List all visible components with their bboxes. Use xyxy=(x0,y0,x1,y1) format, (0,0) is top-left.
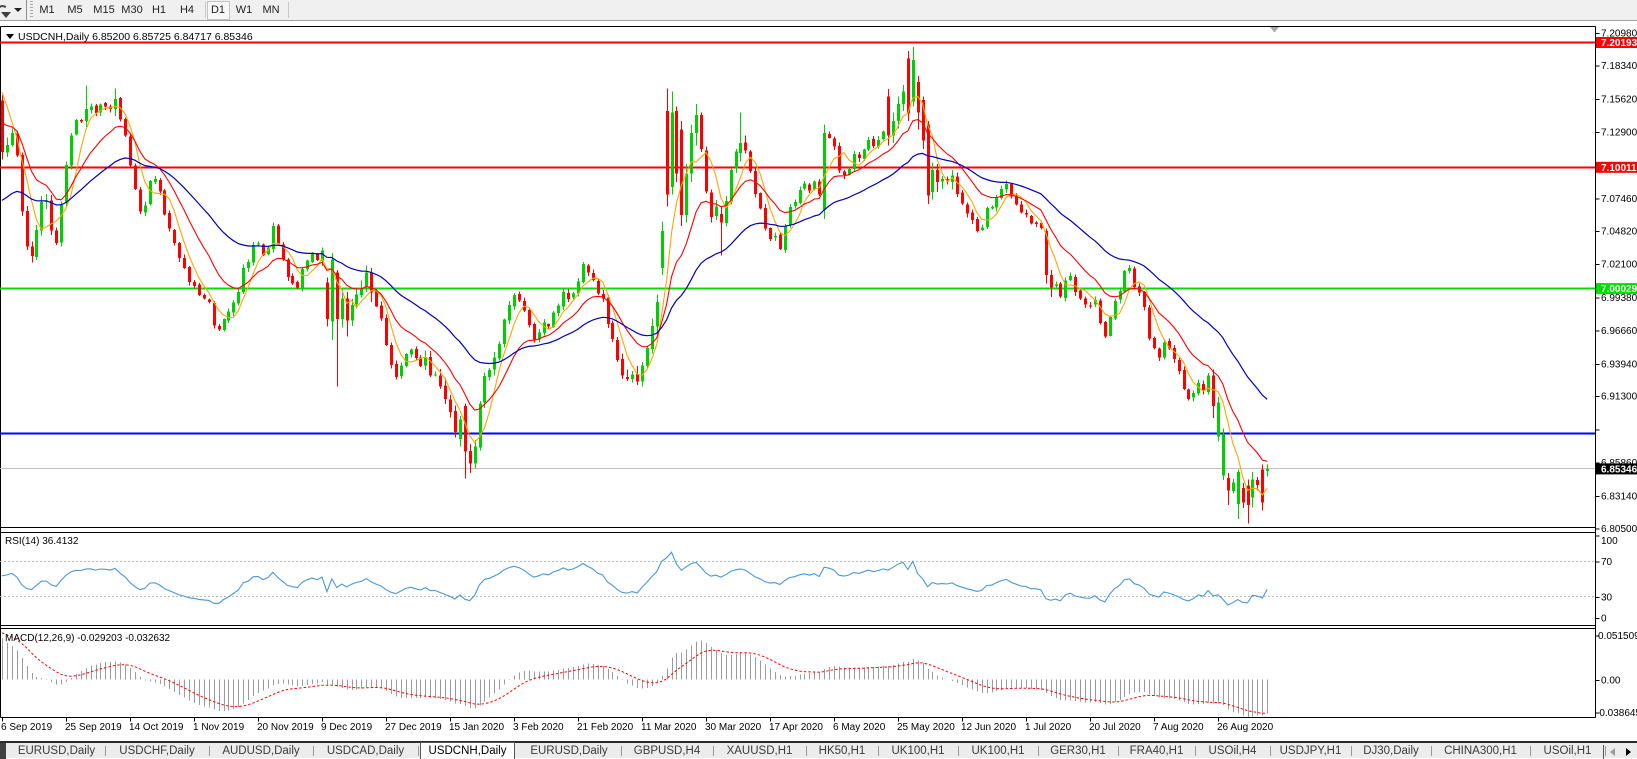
svg-text:RSI(14) 36.4132: RSI(14) 36.4132 xyxy=(5,536,79,547)
svg-text:0.051509: 0.051509 xyxy=(1598,631,1637,642)
svg-text:7.15620: 7.15620 xyxy=(1601,94,1637,105)
svg-text:17 Apr 2020: 17 Apr 2020 xyxy=(769,722,823,733)
svg-text:7.18340: 7.18340 xyxy=(1601,61,1637,72)
svg-text:0.00: 0.00 xyxy=(1601,675,1621,686)
svg-text:11 Mar 2020: 11 Mar 2020 xyxy=(641,722,697,733)
svg-text:USDCNH,Daily 6.85200 6.85725: USDCNH,Daily 6.85200 6.85725 6.84717 6.8… xyxy=(18,31,253,43)
svg-text:14 Oct 2019: 14 Oct 2019 xyxy=(129,722,184,733)
svg-text:30 Mar 2020: 30 Mar 2020 xyxy=(705,722,762,733)
svg-text:6.93940: 6.93940 xyxy=(1601,359,1637,370)
svg-text:25 Sep 2019: 25 Sep 2019 xyxy=(65,722,122,733)
svg-text:26 Aug 2020: 26 Aug 2020 xyxy=(1217,722,1274,733)
svg-text:6.99380: 6.99380 xyxy=(1601,293,1637,304)
svg-text:1 Jul 2020: 1 Jul 2020 xyxy=(1025,722,1072,733)
svg-text:15 Jan 2020: 15 Jan 2020 xyxy=(449,722,504,733)
svg-text:6 Sep 2019: 6 Sep 2019 xyxy=(1,722,53,733)
svg-text:7.04820: 7.04820 xyxy=(1601,226,1637,237)
svg-text:12 Jun 2020: 12 Jun 2020 xyxy=(961,722,1016,733)
svg-text:7.12900: 7.12900 xyxy=(1601,128,1637,139)
svg-text:3 Feb 2020: 3 Feb 2020 xyxy=(513,722,564,733)
svg-text:1 Nov 2019: 1 Nov 2019 xyxy=(193,722,245,733)
svg-text:6.96660: 6.96660 xyxy=(1601,326,1637,337)
svg-text:20 Jul 2020: 20 Jul 2020 xyxy=(1089,722,1141,733)
svg-text:21 Feb 2020: 21 Feb 2020 xyxy=(577,722,634,733)
svg-text:27 Dec 2019: 27 Dec 2019 xyxy=(385,722,442,733)
svg-text:7.00029: 7.00029 xyxy=(1601,284,1637,295)
svg-text:7.02100: 7.02100 xyxy=(1601,260,1637,271)
svg-text:9 Dec 2019: 9 Dec 2019 xyxy=(321,722,373,733)
svg-text:100: 100 xyxy=(1601,536,1618,547)
svg-text:MACD(12,26,9) -0.029203 -0.032: MACD(12,26,9) -0.029203 -0.032632 xyxy=(5,633,171,644)
svg-text:0: 0 xyxy=(1601,613,1607,624)
svg-text:6 May 2020: 6 May 2020 xyxy=(833,722,886,733)
svg-text:25 May 2020: 25 May 2020 xyxy=(897,722,955,733)
svg-text:-0.038645: -0.038645 xyxy=(1596,708,1637,719)
svg-text:7.20193: 7.20193 xyxy=(1601,38,1637,49)
svg-text:6.80500: 6.80500 xyxy=(1601,524,1637,535)
svg-text:7.10011: 7.10011 xyxy=(1601,163,1637,174)
svg-text:6.91300: 6.91300 xyxy=(1601,392,1637,403)
svg-text:7.07460: 7.07460 xyxy=(1601,194,1637,205)
svg-text:70: 70 xyxy=(1601,557,1613,568)
svg-text:6.83140: 6.83140 xyxy=(1601,492,1637,503)
svg-text:30: 30 xyxy=(1601,592,1613,603)
svg-text:7.20980: 7.20980 xyxy=(1601,29,1637,40)
svg-text:6.85346: 6.85346 xyxy=(1601,464,1637,475)
svg-text:20 Nov 2019: 20 Nov 2019 xyxy=(257,722,314,733)
svg-text:7 Aug 2020: 7 Aug 2020 xyxy=(1153,722,1204,733)
